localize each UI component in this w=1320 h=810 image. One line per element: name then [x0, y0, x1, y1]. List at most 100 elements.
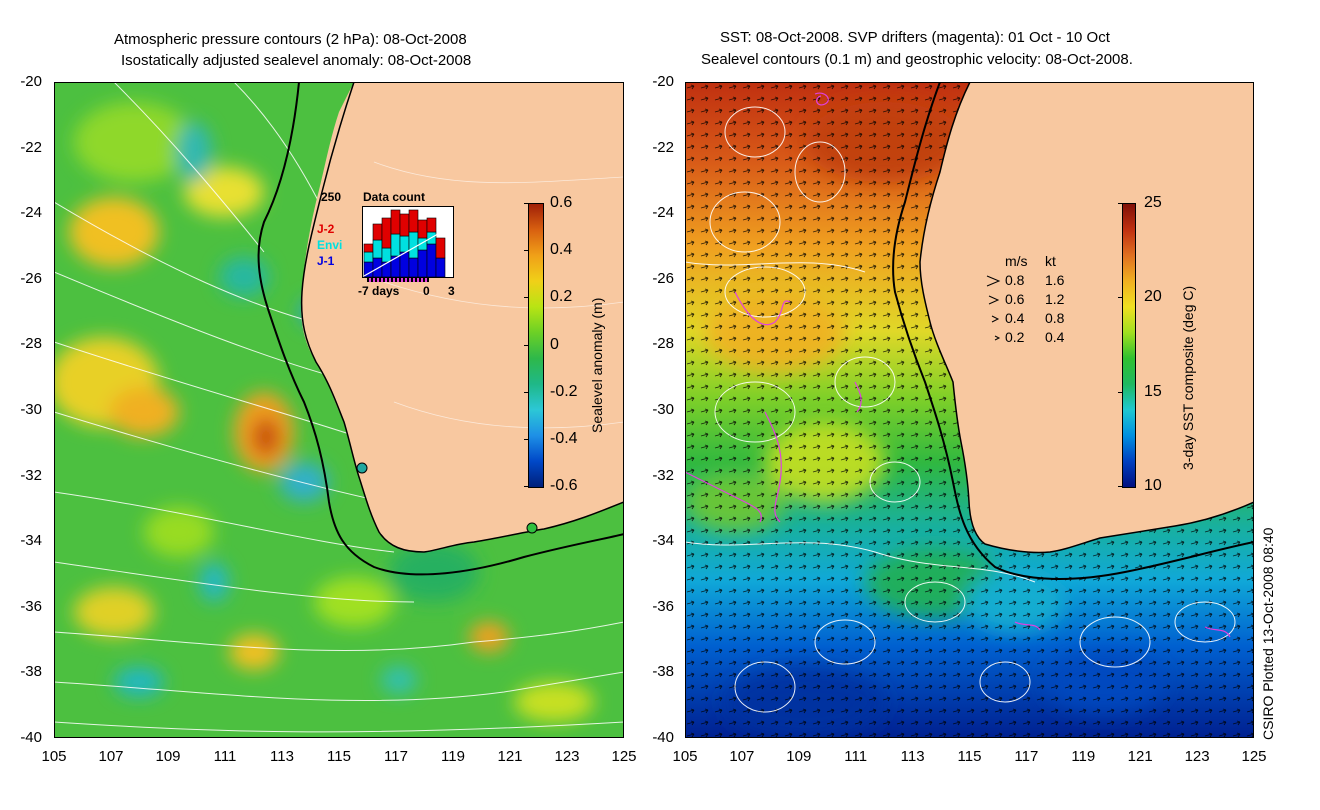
inset-legend-envi: Envi	[317, 238, 343, 252]
inset-xlabel: -7 days	[358, 284, 400, 298]
sst-colorbar-tick-label: 20	[1144, 288, 1162, 306]
left-y-tick-label: -28	[20, 335, 42, 353]
left-y-tick-label: -34	[20, 532, 42, 550]
left-y-tick-label: -32	[20, 466, 42, 484]
right-x-tick-label: 123	[1184, 748, 1210, 765]
sealevel-colorbar-tick-label: 0.4	[550, 241, 573, 259]
left-y-tick-label: -38	[20, 663, 42, 681]
sealevel-colorbar-tick-label: -0.4	[550, 429, 578, 447]
velocity-legend-ms-2: 0.6	[1005, 291, 1025, 307]
sealevel-colorbar-tick-label: 0	[550, 335, 559, 353]
station-marker-2	[526, 522, 538, 534]
left-x-tick-label: 121	[497, 748, 523, 765]
data-count-inset: 250 Data count J-2 Envi J-1 -7 days 0 3	[315, 186, 465, 304]
right-y-tick-label: -40	[652, 729, 674, 746]
sst-colorbar-tick-label: 15	[1144, 382, 1162, 400]
right-x-tick-label: 109	[786, 748, 812, 765]
inset-legend-j1: J-1	[317, 254, 335, 268]
right-x-tick-label: 113	[900, 748, 925, 765]
right-y-tick-label: -26	[652, 269, 674, 287]
velocity-legend-kt-4: 0.4	[1045, 329, 1065, 345]
right-y-tick-label: -30	[652, 401, 674, 418]
velocity-legend-ms-3: 0.4	[1005, 310, 1025, 326]
right-x-tick-label: 105	[672, 748, 698, 765]
sst-colorbar	[1122, 203, 1136, 488]
velocity-legend-header-ms: m/s	[1005, 253, 1028, 269]
plot-credit: CSIRO Plotted 13-Oct-2008 08:40	[1260, 527, 1276, 740]
right-x-tick-label: 117	[1014, 748, 1039, 765]
sst-colorbar-label: 3-day SST composite (deg C)	[1180, 285, 1196, 470]
inset-legend-j2: J-2	[317, 222, 335, 236]
sealevel-colorbar-tick-mark	[524, 203, 528, 204]
sst-map	[685, 82, 1254, 738]
inset-x-zero: 0	[423, 284, 430, 298]
sealevel-colorbar-tick-mark	[524, 297, 528, 299]
inset-time-axis	[367, 278, 429, 282]
velocity-legend-ms-4: 0.2	[1005, 329, 1025, 345]
sst-colorbar-tick-mark	[1118, 297, 1122, 299]
right-y-tick-label: -38	[652, 663, 674, 681]
left-x-tick-label: 109	[155, 748, 181, 765]
right-y-tick-label: -32	[652, 466, 674, 484]
left-y-tick-label: -40	[20, 729, 42, 746]
left-title-line1: Atmospheric pressure contours (2 hPa): 0…	[114, 31, 467, 48]
right-y-tick-label: -24	[652, 204, 674, 222]
velocity-legend-kt-2: 1.2	[1045, 291, 1065, 307]
right-x-tick-label: 111	[844, 748, 868, 765]
left-y-tick-label: -22	[20, 138, 42, 156]
right-x-tick-label: 125	[1241, 748, 1267, 765]
sealevel-colorbar-tick-mark	[524, 250, 528, 252]
right-y-tick-label: -28	[652, 335, 674, 353]
sst-colorbar-tick-mark	[1118, 391, 1122, 393]
left-x-tick-label: 105	[41, 748, 67, 765]
sealevel-colorbar-tick-label: 0.6	[550, 194, 573, 211]
left-y-tick-label: -26	[20, 269, 42, 287]
left-x-tick-label: 107	[98, 748, 124, 765]
sst-colorbar-tick-label: 10	[1144, 477, 1162, 494]
sst-colorbar-tick-mark	[1118, 203, 1122, 204]
left-y-tick-label: -30	[20, 401, 42, 418]
velocity-legend-arrow-08	[986, 275, 1001, 287]
velocity-legend-header-kt: kt	[1045, 253, 1056, 269]
velocity-legend: m/s kt 0.8 1.6 0.6 1.2 0.4 0.8 0.2 0.4	[985, 253, 1095, 353]
left-y-tick-label: -36	[20, 597, 42, 615]
sealevel-colorbar-tick-mark	[524, 344, 528, 346]
velocity-legend-kt-1: 1.6	[1045, 272, 1065, 288]
left-x-tick-label: 119	[441, 748, 465, 765]
sealevel-colorbar-tick-mark	[524, 438, 528, 440]
left-x-tick-label: 113	[270, 748, 294, 765]
sealevel-colorbar-tick-label: -0.2	[550, 382, 578, 400]
right-title-line2: Sealevel contours (0.1 m) and geostrophi…	[701, 51, 1133, 68]
data-count-histogram	[362, 206, 454, 278]
sealevel-colorbar	[528, 203, 544, 488]
left-y-tick-label: -20	[20, 73, 42, 90]
velocity-legend-ms-1: 0.8	[1005, 272, 1025, 288]
right-y-tick-label: -36	[652, 597, 674, 615]
left-x-tick-label: 125	[611, 748, 637, 765]
left-title-line2: Isostatically adjusted sealevel anomaly:…	[121, 52, 472, 69]
right-title-line1: SST: 08-Oct-2008. SVP drifters (magenta)…	[720, 29, 1110, 46]
velocity-legend-arrow-04	[991, 315, 1000, 323]
sealevel-colorbar-tick-mark	[524, 391, 528, 393]
sealevel-colorbar-tick-label: -0.6	[550, 477, 578, 494]
inset-title: Data count	[363, 190, 426, 204]
left-x-tick-label: 111	[213, 748, 237, 765]
sst-colorbar-tick-label: 25	[1144, 194, 1162, 211]
sealevel-colorbar-tick-mark	[524, 486, 528, 487]
velocity-legend-arrow-02	[994, 335, 1001, 341]
right-y-tick-label: -34	[652, 532, 674, 550]
right-y-tick-label: -22	[652, 138, 674, 156]
right-y-tick-label: -20	[652, 73, 674, 90]
left-y-tick-label: -24	[20, 204, 42, 222]
left-x-tick-label: 117	[384, 748, 408, 765]
sealevel-colorbar-tick-label: 0.2	[550, 288, 573, 306]
station-marker-1	[356, 462, 368, 474]
left-x-tick-label: 115	[327, 748, 351, 765]
sealevel-colorbar-label: Sealevel anomaly (m)	[589, 297, 605, 433]
velocity-legend-arrow-06	[988, 295, 1000, 305]
right-x-tick-label: 121	[1127, 748, 1153, 765]
left-x-tick-label: 123	[554, 748, 580, 765]
velocity-legend-kt-3: 0.8	[1045, 310, 1065, 326]
right-x-tick-label: 115	[957, 748, 982, 765]
inset-ymax: 250	[321, 190, 342, 204]
